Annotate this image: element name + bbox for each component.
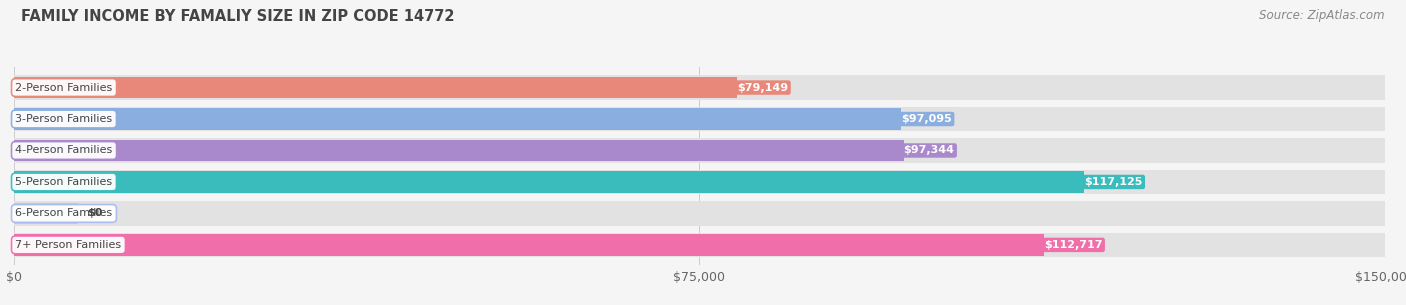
Bar — [14, 108, 901, 130]
Text: 3-Person Families: 3-Person Families — [15, 114, 112, 124]
Text: $112,717: $112,717 — [1045, 240, 1102, 250]
Bar — [14, 234, 1045, 256]
Text: $79,149: $79,149 — [737, 83, 789, 92]
Bar — [14, 201, 1385, 226]
Bar — [14, 140, 904, 161]
Bar — [14, 233, 1385, 257]
Text: $0: $0 — [87, 208, 103, 218]
Text: 7+ Person Families: 7+ Person Families — [15, 240, 121, 250]
Text: $97,095: $97,095 — [901, 114, 952, 124]
Text: 2-Person Families: 2-Person Families — [15, 83, 112, 92]
Text: 5-Person Families: 5-Person Families — [15, 177, 112, 187]
Text: 6-Person Families: 6-Person Families — [15, 208, 112, 218]
Text: $97,344: $97,344 — [904, 145, 955, 156]
Bar — [14, 107, 1385, 131]
Bar — [14, 75, 1385, 100]
Text: Source: ZipAtlas.com: Source: ZipAtlas.com — [1260, 9, 1385, 22]
Bar — [14, 138, 1385, 163]
Bar — [14, 171, 1084, 193]
Text: FAMILY INCOME BY FAMALIY SIZE IN ZIP CODE 14772: FAMILY INCOME BY FAMALIY SIZE IN ZIP COD… — [21, 9, 454, 24]
Text: 4-Person Families: 4-Person Families — [15, 145, 112, 156]
Bar — [14, 77, 737, 98]
Bar — [14, 203, 79, 224]
Text: $117,125: $117,125 — [1084, 177, 1143, 187]
Bar — [14, 170, 1385, 194]
